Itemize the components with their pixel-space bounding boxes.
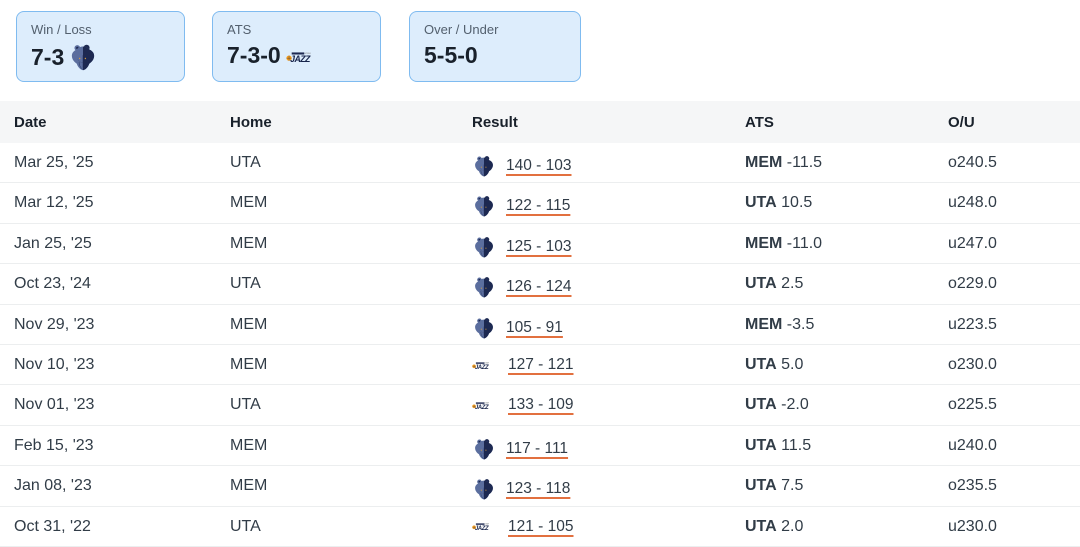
svg-text:UTAH: UTAH xyxy=(485,402,490,404)
svg-text:JAZZ: JAZZ xyxy=(290,54,311,64)
svg-text:JAZZ: JAZZ xyxy=(475,526,489,532)
svg-text:UTAH: UTAH xyxy=(485,362,490,364)
svg-text:JAZZ: JAZZ xyxy=(475,364,489,370)
svg-text:UTAH: UTAH xyxy=(485,524,490,526)
svg-text:JAZZ: JAZZ xyxy=(475,405,489,411)
